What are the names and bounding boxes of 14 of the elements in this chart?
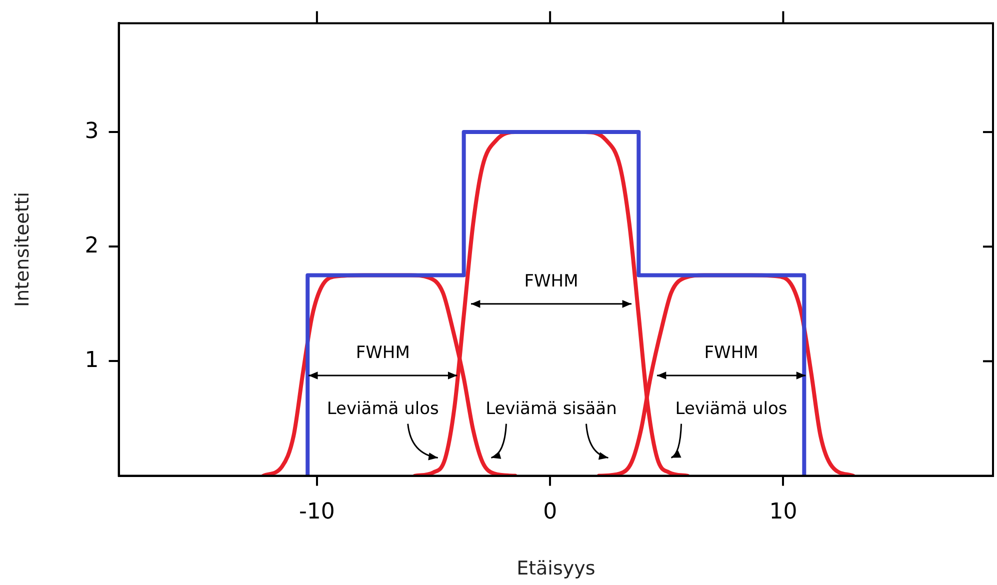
y-tick-label: 1 <box>84 348 99 373</box>
annotation: FWHM <box>524 271 578 292</box>
x-tick-label: 10 <box>769 500 798 525</box>
x-tick-label: -10 <box>298 500 335 525</box>
annotation: FWHM <box>356 342 410 363</box>
x-tick-label: 0 <box>543 500 558 525</box>
y-tick-label: 2 <box>84 233 99 258</box>
y-axis-title: Intensiteetti <box>11 192 34 308</box>
x-axis-title: Etäisyys <box>516 558 596 580</box>
annotation: Leviämä sisään <box>486 399 617 420</box>
annotation: Leviämä ulos <box>675 399 788 420</box>
annotation: FWHM <box>704 342 758 363</box>
annotation: Leviämä ulos <box>326 399 439 420</box>
y-tick-label: 3 <box>84 118 99 144</box>
